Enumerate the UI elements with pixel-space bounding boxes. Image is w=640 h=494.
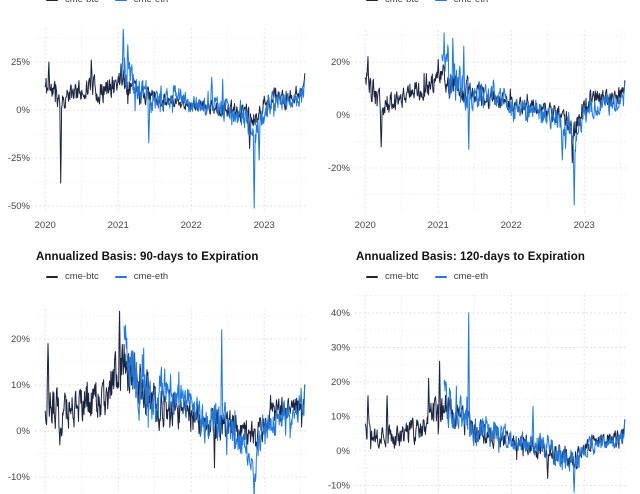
plot-90d: 20% 10% 0% -10% (8, 309, 308, 494)
axis-tick-label-y: -10% (328, 480, 351, 491)
legend: cme-btc cme-eth (366, 271, 504, 282)
axis-tick-label-y: -50% (8, 201, 31, 212)
axis-tick-label-x: 2021 (428, 220, 449, 231)
axis-tick-label-x: 2023 (574, 220, 595, 231)
series-line-cme-eth (121, 28, 306, 209)
axis-tick-label-y: 10% (11, 380, 31, 391)
chart-panel-top-right: cme-btc cme-eth 20% 0% -20% 2020 2021 2022 202… (320, 0, 640, 247)
series-line-cme-eth (123, 324, 306, 494)
axis-tick-label-y: 25% (11, 57, 31, 68)
axis-tick-label-y: 0% (16, 105, 30, 116)
legend-swatch-btc (46, 0, 58, 1)
series-line-cme-btc (364, 56, 626, 164)
series-line-cme-btc (44, 59, 306, 184)
legend-swatch-eth (114, 0, 127, 1)
plot-top-left: 25% 0% -25% -50% 2020 2021 2022 2023 (8, 28, 308, 231)
legend-label-eth: cme-eth (134, 0, 168, 5)
axis-tick-label-x: 2023 (254, 220, 275, 231)
series-line-cme-btc (364, 360, 626, 479)
plot-top-right: 20% 0% -20% 2020 2021 2022 2023 (328, 30, 628, 231)
axis-tick-label-y: 20% (11, 334, 31, 345)
legend-swatch-eth (114, 275, 127, 278)
chart-panel-90d: Annualized Basis: 90-days to Expiration … (0, 247, 320, 494)
axis-tick-label-y: 10% (331, 411, 351, 422)
legend-swatch-btc (366, 275, 378, 278)
axis-tick-label-y: 30% (331, 342, 351, 353)
chart-panel-120d: Annualized Basis: 120-days to Expiration… (320, 247, 640, 494)
legend: cme-btc cme-eth (46, 271, 184, 282)
axis-tick-label-y: 20% (331, 377, 351, 388)
series-line-cme-eth (443, 312, 626, 493)
legend-swatch-btc (366, 0, 378, 1)
legend-swatch-eth (434, 275, 447, 278)
legend: cme-btc cme-eth (366, 0, 504, 5)
legend: cme-btc cme-eth (46, 0, 184, 5)
axis-tick-label-y: -20% (328, 163, 351, 174)
axis-tick-label-x: 2020 (355, 220, 376, 231)
axis-tick-label-y: -10% (8, 472, 31, 483)
chart-title-90d: Annualized Basis: 90-days to Expiration (36, 251, 259, 263)
axis-tick-label-x: 2020 (35, 220, 56, 231)
axis-tick-label-y: 0% (16, 426, 30, 437)
legend-label-eth: cme-eth (133, 271, 169, 282)
plot-120d: 40% 30% 20% 10% 0% -10% (328, 295, 628, 494)
legend-swatch-eth (434, 0, 447, 1)
axis-tick-label-x: 2021 (108, 220, 129, 231)
axis-tick-label-y: 0% (336, 110, 350, 121)
axis-tick-label-y: -25% (8, 153, 31, 164)
chart-title-120d: Annualized Basis: 120-days to Expiration (356, 251, 585, 263)
legend-label-eth: cme-eth (454, 0, 488, 5)
legend-label-btc: cme-btc (385, 0, 419, 5)
axis-tick-label-y: 0% (336, 446, 350, 457)
axis-tick-label-y: 40% (331, 308, 351, 319)
series-line-cme-btc (44, 310, 306, 469)
axis-tick-label-y: 20% (331, 57, 351, 68)
legend-swatch-btc (46, 275, 58, 278)
legend-label-btc: cme-btc (385, 271, 419, 282)
series-line-cme-eth (441, 32, 626, 206)
legend-label-eth: cme-eth (453, 271, 489, 282)
axis-tick-label-x: 2022 (181, 220, 202, 231)
axis-tick-label-x: 2022 (501, 220, 522, 231)
legend-label-btc: cme-btc (65, 0, 99, 5)
chart-panel-top-left: cme-btc cme-eth 25% 0% -25% -50% 2020 2021 202… (0, 0, 320, 247)
legend-label-btc: cme-btc (65, 271, 99, 282)
